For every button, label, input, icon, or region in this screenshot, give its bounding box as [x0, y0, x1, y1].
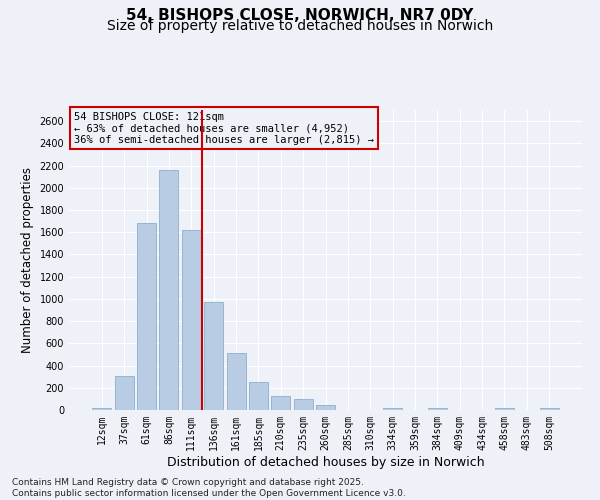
Bar	[204, 302, 223, 410]
Bar	[293, 399, 313, 410]
Bar	[92, 408, 112, 410]
X-axis label: Distribution of detached houses by size in Norwich: Distribution of detached houses by size …	[167, 456, 484, 468]
Bar	[249, 382, 268, 410]
Bar	[182, 230, 201, 410]
Bar	[539, 408, 559, 410]
Text: Contains HM Land Registry data © Crown copyright and database right 2025.
Contai: Contains HM Land Registry data © Crown c…	[12, 478, 406, 498]
Text: 54, BISHOPS CLOSE, NORWICH, NR7 0DY: 54, BISHOPS CLOSE, NORWICH, NR7 0DY	[127, 8, 473, 22]
Text: 54 BISHOPS CLOSE: 121sqm
← 63% of detached houses are smaller (4,952)
36% of sem: 54 BISHOPS CLOSE: 121sqm ← 63% of detach…	[74, 112, 374, 144]
Bar	[383, 408, 402, 410]
Bar	[316, 406, 335, 410]
Y-axis label: Number of detached properties: Number of detached properties	[21, 167, 34, 353]
Bar	[137, 224, 156, 410]
Bar	[495, 408, 514, 410]
Bar	[160, 170, 178, 410]
Text: Size of property relative to detached houses in Norwich: Size of property relative to detached ho…	[107, 19, 493, 33]
Bar	[115, 376, 134, 410]
Bar	[428, 408, 447, 410]
Bar	[271, 396, 290, 410]
Bar	[227, 353, 245, 410]
